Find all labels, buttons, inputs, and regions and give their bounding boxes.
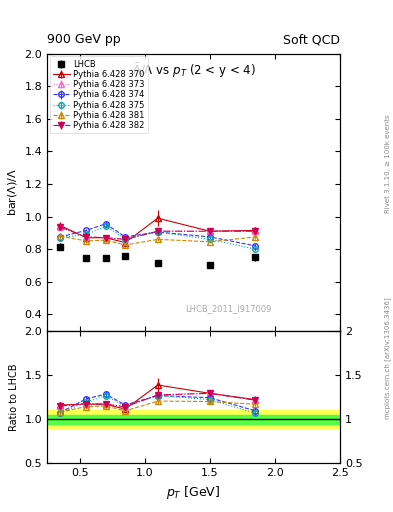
Text: 900 GeV pp: 900 GeV pp	[47, 33, 121, 46]
Text: Rivet 3.1.10, ≥ 100k events: Rivet 3.1.10, ≥ 100k events	[385, 115, 391, 213]
Bar	[47, 415, 340, 423]
Y-axis label: Ratio to LHCB: Ratio to LHCB	[9, 363, 19, 431]
Legend: LHCB, Pythia 6.428 370, Pythia 6.428 373, Pythia 6.428 374, Pythia 6.428 375, Py: LHCB, Pythia 6.428 370, Pythia 6.428 373…	[50, 56, 148, 134]
Bar	[47, 410, 340, 428]
Y-axis label: bar($\Lambda$)/$\Lambda$: bar($\Lambda$)/$\Lambda$	[6, 168, 19, 216]
Text: $\bar{\Lambda}/\Lambda$ vs $p_T$ (2 < y < 4): $\bar{\Lambda}/\Lambda$ vs $p_T$ (2 < y …	[132, 62, 255, 80]
Text: mcplots.cern.ch [arXiv:1306.3436]: mcplots.cern.ch [arXiv:1306.3436]	[384, 297, 391, 419]
X-axis label: $p_T$ [GeV]: $p_T$ [GeV]	[166, 484, 221, 501]
Text: LHCB_2011_I917009: LHCB_2011_I917009	[185, 304, 272, 313]
Text: Soft QCD: Soft QCD	[283, 33, 340, 46]
